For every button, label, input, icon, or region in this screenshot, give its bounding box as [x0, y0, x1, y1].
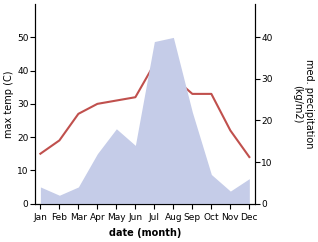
Y-axis label: max temp (C): max temp (C)	[4, 70, 14, 138]
Y-axis label: med. precipitation
(kg/m2): med. precipitation (kg/m2)	[292, 59, 314, 149]
X-axis label: date (month): date (month)	[109, 228, 181, 238]
